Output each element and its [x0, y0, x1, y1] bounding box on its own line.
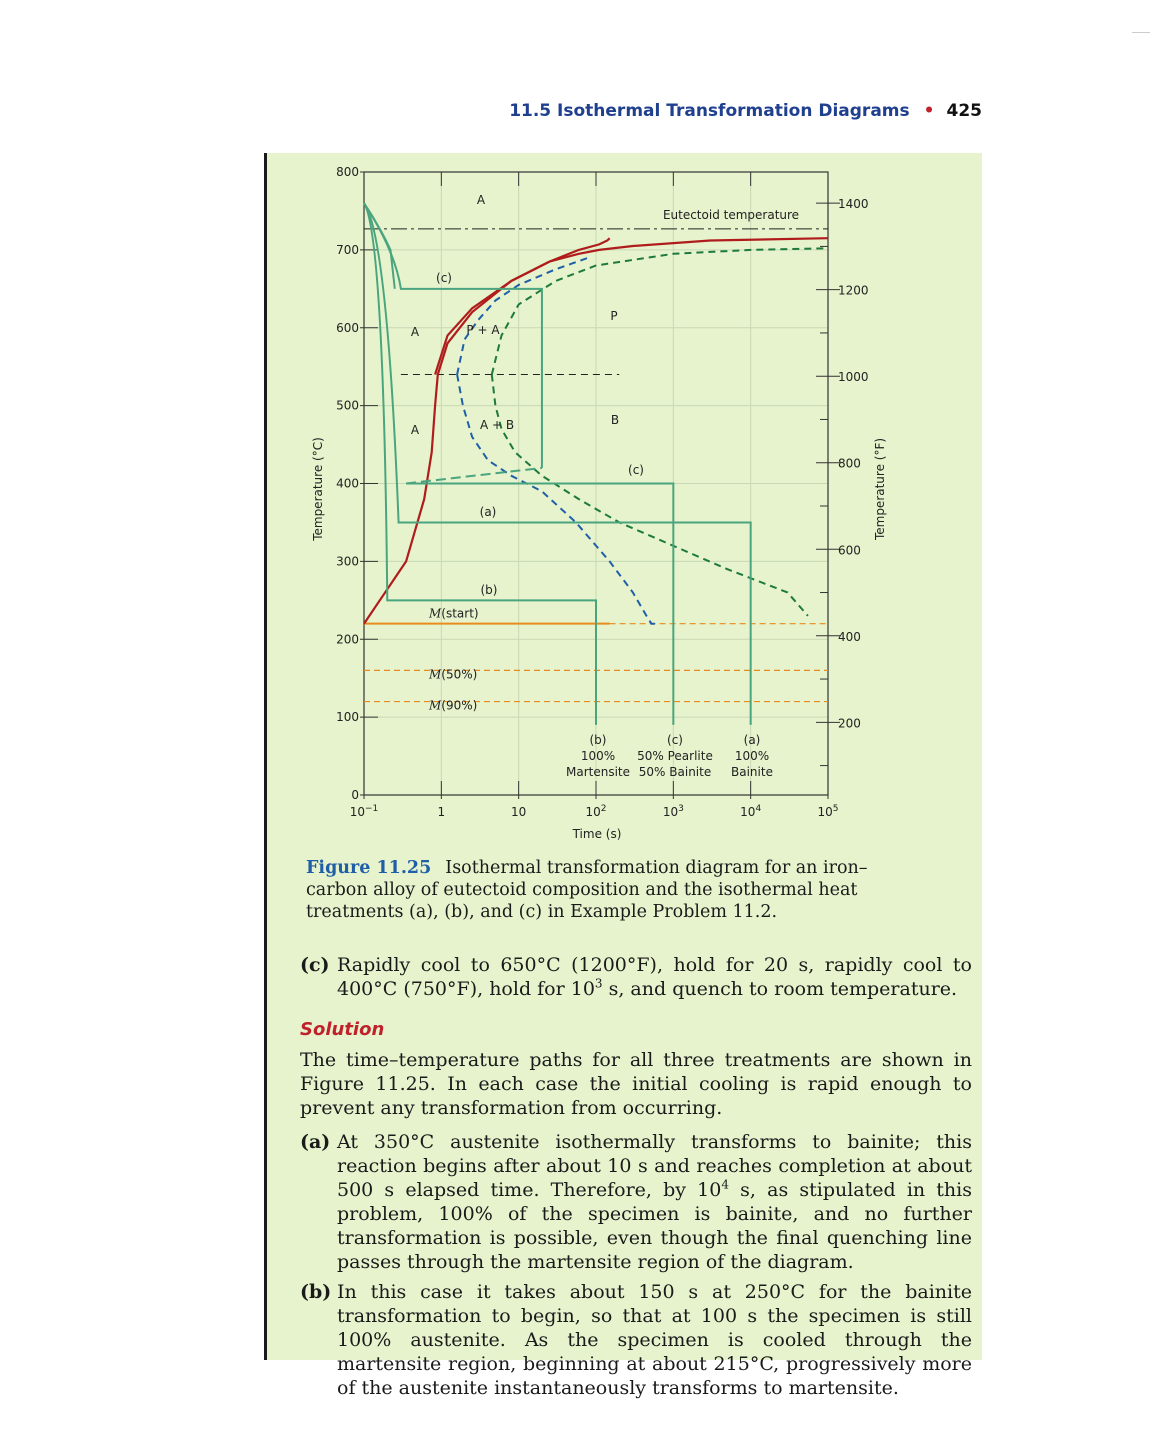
- item-text: s, as stipulated in this problem, 100% o…: [337, 1179, 972, 1273]
- region-label: A: [411, 325, 420, 339]
- superscript: 3: [594, 976, 603, 991]
- y-tick-label: 400: [336, 477, 359, 491]
- figure-label: Figure 11.25: [306, 858, 432, 878]
- result-label: (b): [590, 733, 607, 747]
- y-tick-label: 600: [336, 321, 359, 335]
- y2-tick-label: 1400: [838, 197, 869, 211]
- solution-item-a: (a) At 350°C austenite isothermally trans…: [300, 1130, 972, 1274]
- running-header: 11.5 Isothermal Transformation Diagrams •…: [0, 101, 982, 121]
- caption-text: Isothermal transformation diagram for an…: [306, 858, 868, 922]
- martensite-label: M(90%): [428, 699, 477, 713]
- result-label: 50% Bainite: [639, 765, 711, 779]
- x-tick-label: 10: [511, 805, 526, 819]
- item-text: At 350°C austenite isothermally transfor…: [337, 1131, 972, 1201]
- curve-half: [456, 374, 657, 625]
- y2-tick-label: 1000: [838, 370, 869, 384]
- curve-end: [490, 374, 809, 617]
- y-tick-label: 200: [336, 632, 359, 646]
- solution-heading: Solution: [300, 1019, 385, 1040]
- y2-tick-label: 800: [838, 457, 861, 471]
- result-label: Bainite: [731, 765, 773, 779]
- item-text: In this case it takes about 150 s at 250…: [337, 1281, 972, 1399]
- item-label: (c): [300, 954, 330, 976]
- martensite-label: M(50%): [428, 667, 477, 681]
- curve-begin-upper: [434, 237, 829, 375]
- section-title: 11.5 Isothermal Transformation Diagrams: [509, 101, 910, 121]
- result-label: Martensite: [566, 765, 630, 779]
- item-label: (a): [300, 1131, 331, 1153]
- page-number: 425: [946, 101, 983, 121]
- x-tick-label: 103: [663, 804, 684, 819]
- example-panel: [267, 153, 982, 1360]
- y-tick-label: 100: [336, 710, 359, 724]
- martensite-label: M(start): [428, 607, 479, 621]
- eutectoid-label: Eutectoid temperature: [663, 208, 799, 222]
- item-text: s, and quench to room temperature.: [602, 978, 958, 1000]
- region-label: A: [411, 423, 420, 437]
- result-label: 100%: [581, 749, 615, 763]
- y-tick-label: 500: [336, 399, 359, 413]
- curve-begin: [363, 237, 611, 625]
- x-axis-label: Time (s): [572, 827, 622, 841]
- problem-item-c: (c) Rapidly cool to 650°C (1200°F), hold …: [300, 953, 972, 1001]
- y2-tick-label: 200: [838, 716, 861, 730]
- item-label: (b): [300, 1281, 332, 1303]
- path-c-quench: [405, 466, 543, 485]
- region-label: (b): [481, 583, 498, 597]
- curve-end-upper: [490, 247, 829, 375]
- result-label: (c): [667, 733, 683, 747]
- region-label: P: [610, 309, 617, 323]
- result-label: 50% Pearlite: [637, 749, 713, 763]
- solution-item-b: (b) In this case it takes about 150 s at …: [300, 1280, 972, 1400]
- example-body: (c) Rapidly cool to 650°C (1200°F), hold …: [300, 953, 972, 1406]
- y-axis-label: Temperature (°C): [311, 437, 325, 542]
- y2-tick-label: 600: [838, 543, 861, 557]
- y-tick-label: 800: [336, 165, 359, 179]
- result-label: 100%: [735, 749, 769, 763]
- corner-mark: [1132, 32, 1150, 33]
- x-tick-label: 102: [585, 804, 606, 819]
- y-tick-label: 700: [336, 243, 359, 257]
- x-tick-label: 105: [817, 804, 838, 819]
- superscript: 4: [721, 1177, 729, 1192]
- y2-tick-label: 1200: [838, 284, 869, 298]
- y-tick-label: 0: [351, 788, 359, 802]
- x-tick-label: 1: [438, 805, 446, 819]
- region-label: B: [611, 413, 619, 427]
- region-label: A + B: [480, 418, 514, 432]
- path-shared: [363, 202, 396, 289]
- ttt-diagram: 0 100 200 300 400 500 600 700 800 10−1 1 10 102 103 10…: [311, 165, 887, 841]
- item-text: Rapidly cool to 650°C (1200°F), hold for…: [337, 954, 972, 1000]
- margin-rule: [264, 153, 267, 1360]
- y2-axis-label: Temperature (°F): [873, 438, 887, 541]
- region-label: P + A: [466, 323, 500, 337]
- solution-intro: The time–temperature paths for all three…: [300, 1049, 972, 1119]
- path-b: [363, 202, 597, 725]
- x-tick-label: 10−1: [350, 804, 379, 819]
- figure-caption: Figure 11.25 Isothermal transformation di…: [306, 857, 896, 923]
- y2-tick-label: 400: [838, 630, 861, 644]
- x-tick-label: 104: [740, 804, 761, 819]
- header-bullet: •: [923, 101, 935, 121]
- result-label: (a): [744, 733, 761, 747]
- path-c-second-hold: [406, 482, 675, 725]
- path-a: [363, 202, 752, 725]
- y-tick-label: 300: [336, 554, 359, 568]
- region-label: (a): [480, 505, 497, 519]
- region-label: (c): [628, 463, 644, 477]
- region-label: (c): [436, 271, 452, 285]
- curve-half-upper: [456, 256, 589, 375]
- region-label: A: [477, 193, 486, 207]
